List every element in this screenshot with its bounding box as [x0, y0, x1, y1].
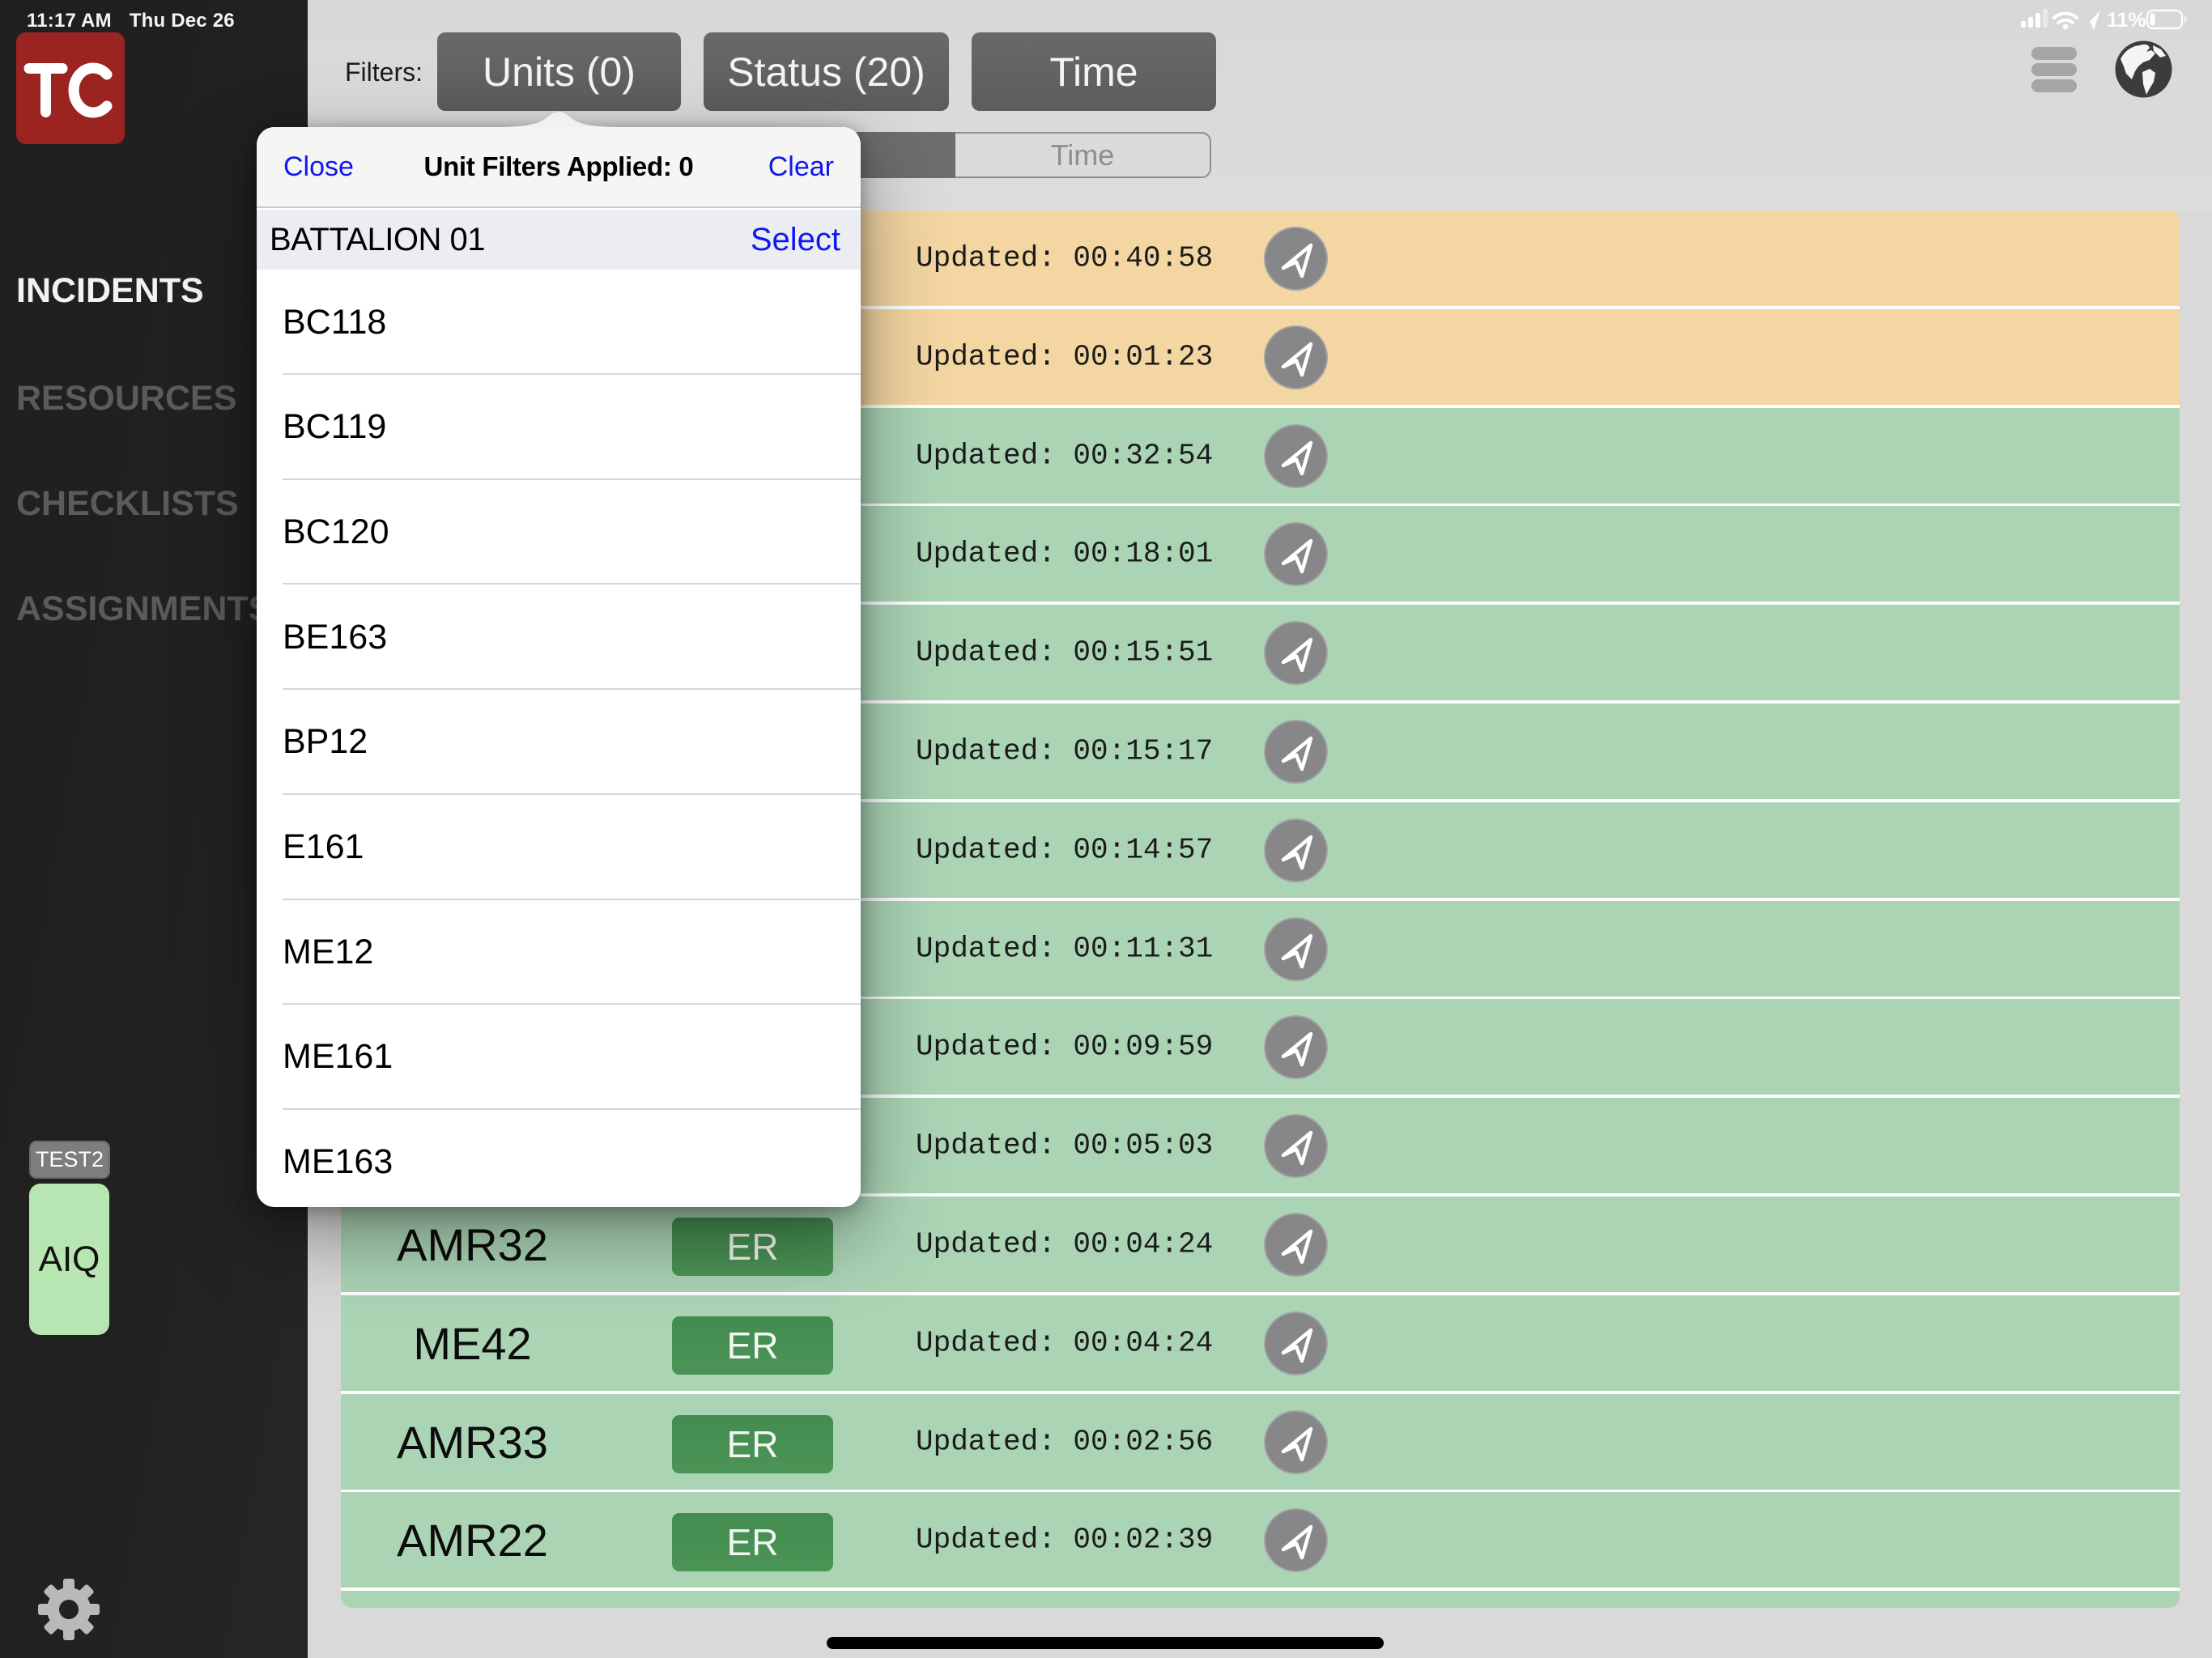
svg-text:11%: 11%: [2107, 9, 2146, 32]
